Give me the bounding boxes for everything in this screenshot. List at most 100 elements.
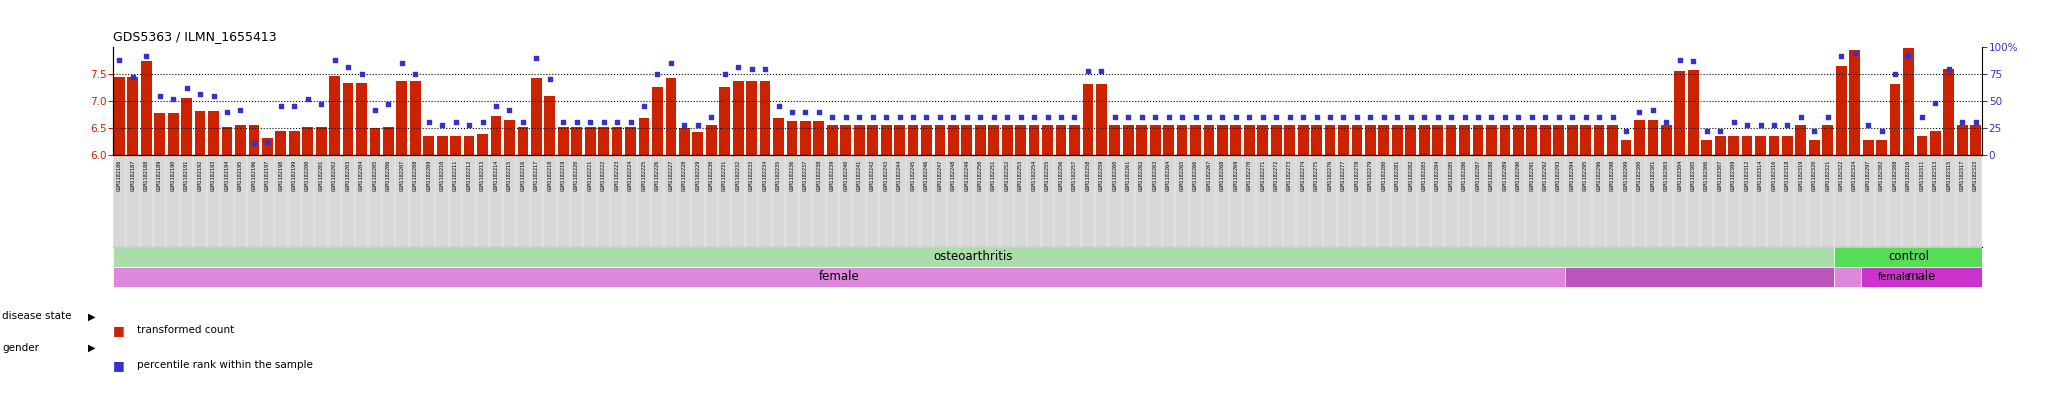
Bar (625, 127, 637, 155)
Text: GSM1182271: GSM1182271 (1260, 159, 1266, 191)
Bar (1581, 125, 1591, 155)
Bar (1769, 136, 1780, 155)
Text: GSM1182249: GSM1182249 (965, 159, 969, 191)
Point (1030, 114, 1065, 120)
Text: GSM1182255: GSM1182255 (1044, 159, 1051, 191)
Bar (1378, 125, 1389, 155)
Text: GSM1182221: GSM1182221 (588, 159, 592, 191)
Point (750, 66, 782, 72)
Point (1380, 114, 1413, 120)
Text: GSM1182192: GSM1182192 (197, 159, 203, 191)
Text: GSM1182295: GSM1182295 (1583, 159, 1587, 191)
Bar (1593, 125, 1604, 155)
Point (573, 119, 606, 126)
Point (938, 114, 971, 120)
Bar (1862, 267, 1982, 287)
Text: GSM1182281: GSM1182281 (1395, 159, 1399, 191)
Bar (1163, 125, 1174, 155)
Text: GSM1182239: GSM1182239 (829, 159, 836, 191)
Point (373, 101, 406, 107)
Bar (1782, 136, 1792, 155)
Text: osteoarthritis: osteoarthritis (934, 250, 1014, 263)
Text: GSM1182256: GSM1182256 (1059, 159, 1063, 191)
Point (1610, 128, 1642, 134)
Point (170, 85, 203, 91)
Text: GSM1182304: GSM1182304 (1677, 159, 1681, 191)
Text: GSM1182321: GSM1182321 (1825, 159, 1831, 191)
Text: GSM1182301: GSM1182301 (1651, 159, 1655, 191)
Bar (195, 110, 205, 155)
Bar (1016, 125, 1026, 155)
Bar (1298, 125, 1309, 155)
Bar (1243, 125, 1255, 155)
Bar (127, 77, 137, 155)
Text: GSM1182276: GSM1182276 (1327, 159, 1333, 191)
Bar (1487, 125, 1497, 155)
Text: GSM1182293: GSM1182293 (1556, 159, 1561, 191)
Text: GSM1182212: GSM1182212 (467, 159, 471, 191)
Bar (545, 95, 555, 155)
Bar (719, 88, 729, 155)
Bar (1204, 125, 1214, 155)
Point (1475, 114, 1507, 120)
Bar (1419, 125, 1430, 155)
Point (856, 114, 889, 120)
Bar (598, 127, 608, 155)
Bar (356, 83, 367, 155)
Point (252, 139, 285, 145)
Text: GSM1182282: GSM1182282 (1409, 159, 1413, 191)
Point (991, 114, 1024, 120)
Point (803, 108, 836, 115)
Point (117, 74, 150, 81)
Bar (1432, 125, 1444, 155)
Text: ■: ■ (113, 323, 125, 337)
Point (1436, 114, 1468, 120)
Text: GDS5363 / ILMN_1655413: GDS5363 / ILMN_1655413 (113, 30, 276, 43)
Bar (934, 125, 946, 155)
Text: percentile rank within the sample: percentile rank within the sample (137, 360, 313, 371)
Text: GSM1182292: GSM1182292 (1542, 159, 1548, 191)
Text: GSM1182262: GSM1182262 (1139, 159, 1145, 191)
Text: ▶: ▶ (88, 311, 96, 321)
Bar (1311, 125, 1321, 155)
Point (1595, 114, 1628, 120)
Text: GSM1182199: GSM1182199 (291, 159, 297, 191)
Bar (948, 125, 958, 155)
Text: GSM1182222: GSM1182222 (602, 159, 606, 191)
Text: GSM1182229: GSM1182229 (696, 159, 700, 191)
Point (1004, 114, 1036, 120)
Point (924, 114, 956, 120)
Text: GSM1182273: GSM1182273 (1288, 159, 1292, 191)
Point (264, 103, 297, 110)
Text: GSM1182270: GSM1182270 (1247, 159, 1251, 191)
Text: GSM1182288: GSM1182288 (1489, 159, 1493, 191)
Point (641, 71, 674, 77)
Text: GSM1182247: GSM1182247 (938, 159, 942, 191)
Point (1530, 114, 1563, 120)
Point (694, 114, 727, 120)
Text: GSM1182232: GSM1182232 (735, 159, 741, 191)
Point (1905, 114, 1937, 120)
Point (1192, 114, 1225, 120)
Bar (1958, 125, 1968, 155)
Text: GSM1182257: GSM1182257 (1071, 159, 1077, 191)
Point (1933, 66, 1966, 72)
Point (1341, 114, 1374, 120)
Bar (680, 128, 690, 155)
Bar (1729, 136, 1739, 155)
Bar (1110, 125, 1120, 155)
Text: GSM1182260: GSM1182260 (1112, 159, 1118, 191)
Point (655, 60, 688, 66)
Text: female: female (1878, 272, 1913, 282)
Text: GSM1182299: GSM1182299 (1624, 159, 1628, 191)
Text: GSM1182200: GSM1182200 (305, 159, 309, 191)
Bar (1835, 66, 1847, 155)
Point (668, 121, 700, 128)
Bar (1835, 267, 1956, 287)
Text: GSM1182289: GSM1182289 (1503, 159, 1507, 191)
Point (184, 91, 217, 97)
Point (965, 114, 997, 120)
Text: GSM1182265: GSM1182265 (1180, 159, 1184, 191)
Text: GSM1182230: GSM1182230 (709, 159, 715, 191)
Bar (1970, 125, 1980, 155)
